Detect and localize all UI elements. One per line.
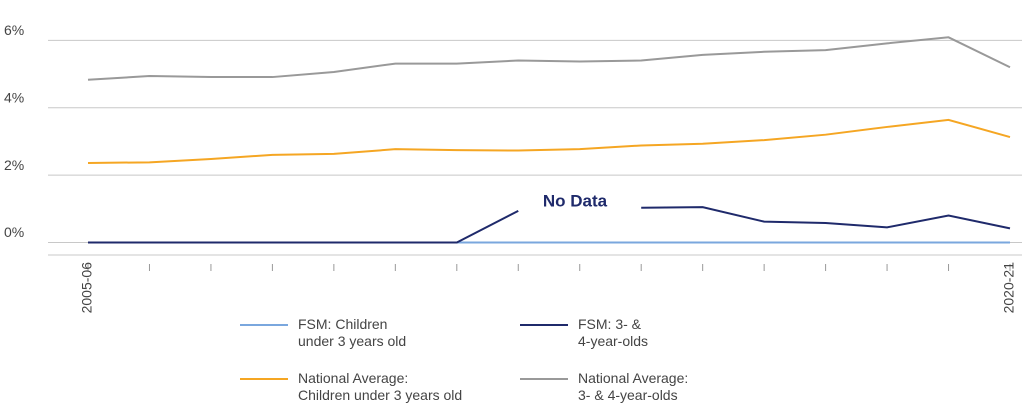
y-tick-label: 4% xyxy=(4,89,24,105)
legend-swatch xyxy=(520,324,568,326)
x-tick-label: 2005-06 xyxy=(79,262,95,314)
legend-swatch xyxy=(520,378,568,380)
legend-label: FSM: Children under 3 years old xyxy=(298,316,407,349)
y-tick-label: 6% xyxy=(4,22,24,38)
line-series xyxy=(87,36,1011,81)
legend-swatch xyxy=(240,324,288,326)
legend-item: FSM: 3- & 4-year-olds xyxy=(520,316,648,350)
legend-swatch xyxy=(240,378,288,380)
x-tick-label: 2020-21 xyxy=(1001,262,1017,314)
line-series xyxy=(88,206,1011,244)
y-tick-label: 0% xyxy=(4,224,24,240)
legend-item: National Average: 3- & 4-year-olds xyxy=(520,370,688,404)
legend-label: National Average: Children under 3 years… xyxy=(298,370,463,403)
y-tick-label: 2% xyxy=(4,157,24,173)
legend-label: National Average: 3- & 4-year-olds xyxy=(578,370,689,403)
legend-label: FSM: 3- & 4-year-olds xyxy=(578,316,649,349)
legend-item: National Average: Children under 3 years… xyxy=(240,370,462,404)
line-series xyxy=(87,118,1011,164)
legend-item: FSM: Children under 3 years old xyxy=(240,316,406,350)
annotation: No Data xyxy=(543,191,608,210)
